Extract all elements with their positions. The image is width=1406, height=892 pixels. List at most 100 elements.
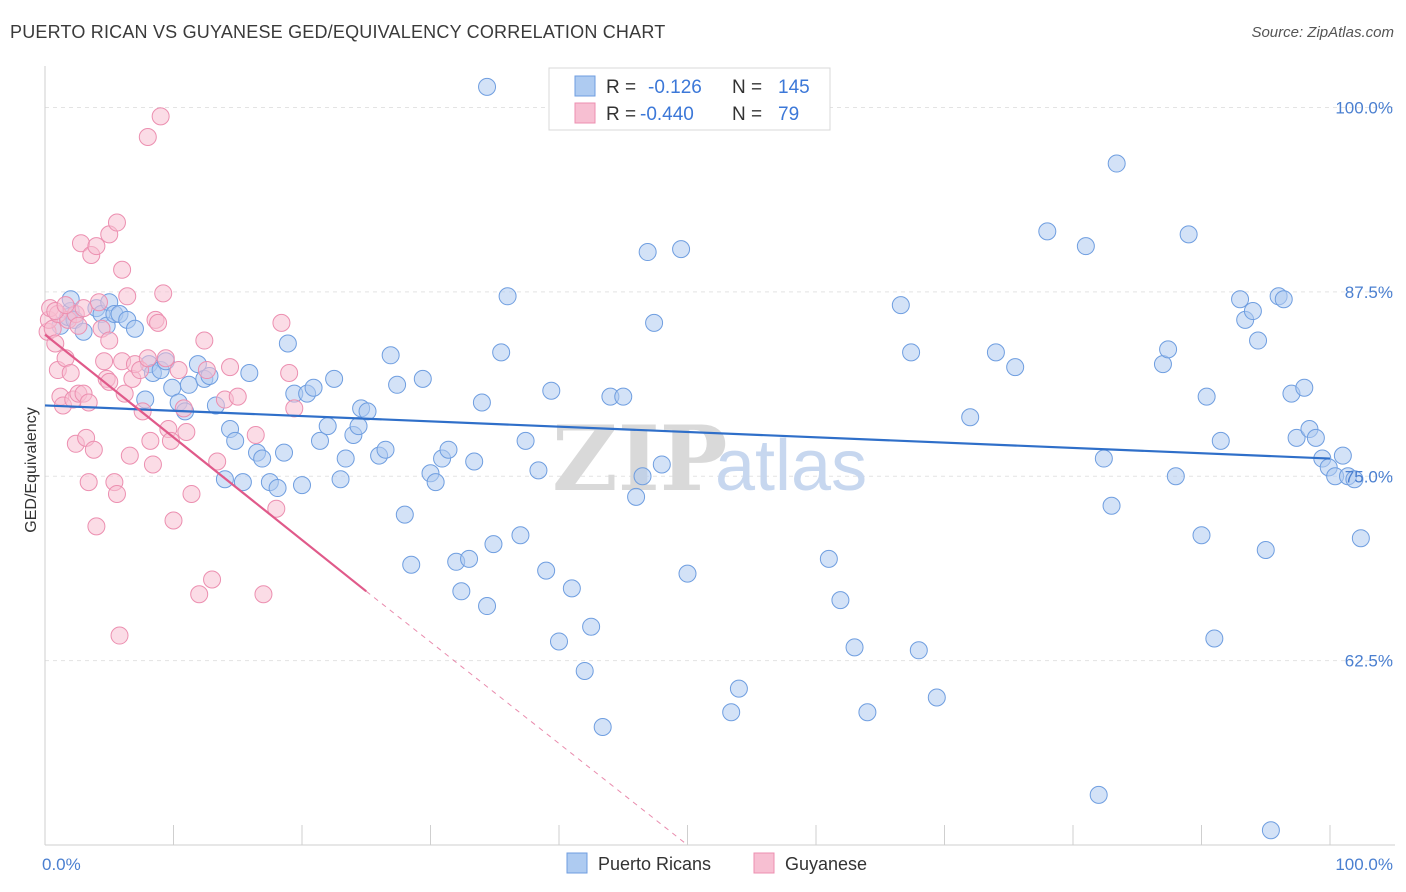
point-puerto-ricans-135 [1333,446,1352,465]
point-puerto-ricans-45 [331,470,350,489]
point-guyanese-50 [149,313,168,332]
point-puerto-ricans-64 [460,549,479,568]
x-tick-label-0: 0.0% [42,855,81,874]
point-puerto-ricans-52 [376,440,395,459]
point-guyanese-58 [174,399,193,418]
point-guyanese-62 [195,331,214,350]
point-puerto-ricans-89 [678,564,697,583]
point-guyanese-64 [203,570,222,589]
point-puerto-ricans-86 [645,313,664,332]
point-puerto-ricans-55 [395,505,414,524]
point-guyanese-65 [208,452,227,471]
point-guyanese-63 [197,361,216,380]
point-guyanese-57 [169,361,188,380]
point-puerto-ricans-139 [478,77,497,96]
point-puerto-ricans-22 [179,375,198,394]
point-puerto-ricans-79 [582,617,601,636]
point-guyanese-31 [100,372,119,391]
point-guyanese-45 [138,128,157,146]
point-puerto-ricans-88 [672,240,691,259]
point-guyanese-70 [254,585,273,604]
bottom-legend-label-puerto-ricans: Puerto Ricans [598,854,711,874]
point-puerto-ricans-97 [858,703,877,722]
point-guyanese-47 [141,431,160,450]
point-guyanese-17 [74,299,93,318]
point-puerto-ricans-77 [562,579,581,598]
legend-frame [548,67,831,131]
source-label: Source: ZipAtlas.com [1251,24,1394,41]
point-guyanese-11 [61,364,80,382]
point-puerto-ricans-104 [1006,358,1025,377]
point-puerto-ricans-103 [986,343,1005,362]
chart-title: PUERTO RICAN VS GUYANESE GED/EQUIVALENCY… [10,22,666,42]
point-guyanese-76 [56,296,75,315]
point-puerto-ricans-118 [1211,431,1230,450]
y-tick-label-2: 87.5% [1345,283,1393,302]
point-guyanese-77 [69,316,88,335]
point-puerto-ricans-122 [1249,331,1268,350]
trend-lines [44,333,1331,846]
point-puerto-ricans-66 [472,393,491,412]
bottom-legend-swatch-puerto-ricans [566,852,588,874]
point-puerto-ricans-63 [452,582,471,601]
point-guyanese-39 [118,287,137,306]
point-puerto-ricans-80 [593,718,612,736]
point-puerto-ricans-73 [529,461,548,480]
point-puerto-ricans-54 [388,375,407,394]
trend-line-guyanese [44,333,367,593]
point-guyanese-27 [95,352,114,371]
point-puerto-ricans-59 [426,473,445,492]
point-puerto-ricans-76 [550,632,568,651]
point-puerto-ricans-128 [1287,428,1306,447]
point-guyanese-24 [87,517,106,536]
point-puerto-ricans-105 [1038,222,1057,241]
watermark: ZIP atlas [552,406,867,512]
point-puerto-ricans-29 [226,431,245,450]
point-puerto-ricans-74 [537,561,556,580]
y-axis-title: GED/Equivalency [23,407,40,532]
point-puerto-ricans-56 [402,555,421,574]
point-guyanese-30 [100,331,119,350]
legend-n-label-1: N = [732,77,762,98]
legend-swatch-puerto-ricans [574,75,596,97]
point-guyanese-69 [246,425,265,444]
point-guyanese-36 [113,260,132,279]
point-puerto-ricans-71 [511,526,530,545]
x-tick-labels: 0.0% 100.0% [42,855,1393,874]
point-guyanese-71 [267,499,286,518]
point-guyanese-59 [177,423,196,441]
point-puerto-ricans-83 [627,487,646,506]
point-puerto-ricans-99 [902,343,921,362]
point-puerto-ricans-36 [275,443,294,462]
point-puerto-ricans-82 [614,387,633,406]
point-puerto-ricans-137 [1345,470,1364,489]
point-puerto-ricans-100 [909,641,928,660]
point-puerto-ricans-106 [1076,237,1095,256]
point-guyanese-23 [87,237,106,256]
point-puerto-ricans-41 [304,378,323,397]
axes [44,66,1395,846]
point-puerto-ricans-37 [278,334,297,353]
point-guyanese-40 [120,446,139,465]
point-puerto-ricans-108 [1094,449,1113,468]
point-guyanese-33 [107,484,126,503]
point-guyanese-72 [272,313,291,332]
point-puerto-ricans-72 [516,431,535,450]
point-puerto-ricans-113 [1166,467,1185,486]
point-puerto-ricans-68 [484,535,503,554]
point-guyanese-38 [115,384,134,403]
point-puerto-ricans-65 [465,452,484,471]
point-guyanese-67 [221,358,240,377]
point-puerto-ricans-13 [125,319,144,338]
point-puerto-ricans-75 [542,381,561,400]
point-guyanese-51 [151,107,170,126]
point-puerto-ricans-129 [1295,378,1314,397]
point-puerto-ricans-112 [1159,340,1178,359]
point-puerto-ricans-90 [722,703,741,722]
point-puerto-ricans-42 [310,431,329,450]
point-guyanese-34 [107,213,126,232]
point-guyanese-60 [182,484,201,503]
point-puerto-ricans-117 [1205,629,1224,648]
point-puerto-ricans-94 [819,549,838,568]
point-puerto-ricans-109 [1102,496,1121,515]
